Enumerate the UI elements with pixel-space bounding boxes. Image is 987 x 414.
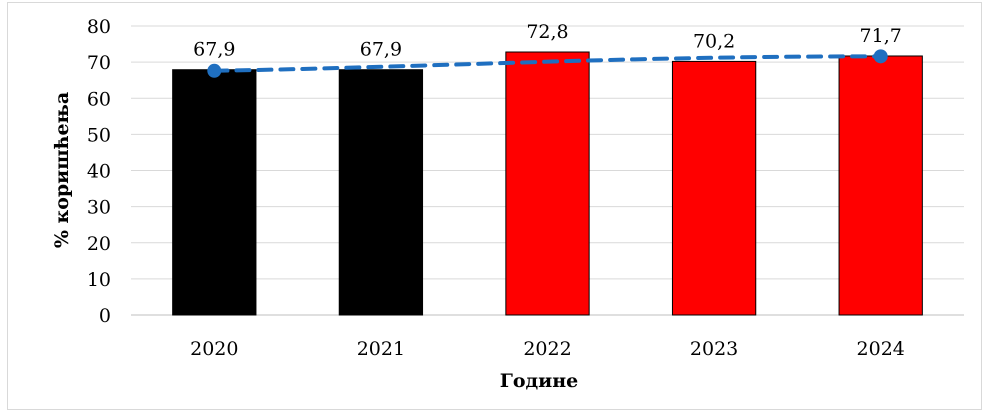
y-tick-label: 20 [87, 233, 111, 255]
x-tick-label: 2023 [690, 338, 738, 360]
x-tick-label: 2022 [523, 338, 571, 360]
bar-2023 [671, 60, 757, 316]
trendline-path [212, 54, 883, 73]
y-tick-label: 50 [87, 124, 111, 146]
x-axis-title: Године [500, 370, 579, 392]
y-tick-label: 30 [87, 197, 111, 219]
y-tick-label: 60 [87, 88, 111, 110]
data-label: 70,2 [693, 30, 735, 52]
bar-2021 [338, 69, 424, 316]
data-labels: 67,9 67,9 72,8 70,2 71,7 [193, 21, 902, 61]
bar-2020 [172, 69, 257, 316]
data-label: 72,8 [526, 21, 568, 43]
y-tick-label: 70 [87, 52, 111, 74]
data-label: 71,7 [860, 25, 902, 47]
x-tick-label: 2021 [357, 338, 405, 360]
y-tick-label: 10 [87, 269, 111, 291]
trendline-marker [873, 49, 888, 64]
y-axis-title: % коришћења [51, 92, 73, 248]
x-tick-label: 2020 [190, 338, 238, 360]
y-tick-label: 40 [87, 161, 111, 183]
bars [172, 51, 923, 316]
y-tick-label: 80 [87, 16, 111, 38]
x-tick-labels: 2020 2021 2022 2023 2024 [190, 338, 905, 360]
bar-2022 [505, 51, 590, 316]
x-tick-label: 2024 [857, 338, 905, 360]
data-label: 67,9 [360, 39, 402, 61]
data-label: 67,9 [193, 39, 235, 61]
y-tick-label: 0 [99, 305, 111, 327]
chart-frame [7, 2, 982, 410]
bar-2024 [838, 55, 923, 316]
trendline [207, 49, 888, 78]
y-tick-labels: 0 10 20 30 40 50 60 70 80 [87, 16, 111, 327]
trendline-marker [207, 63, 222, 78]
